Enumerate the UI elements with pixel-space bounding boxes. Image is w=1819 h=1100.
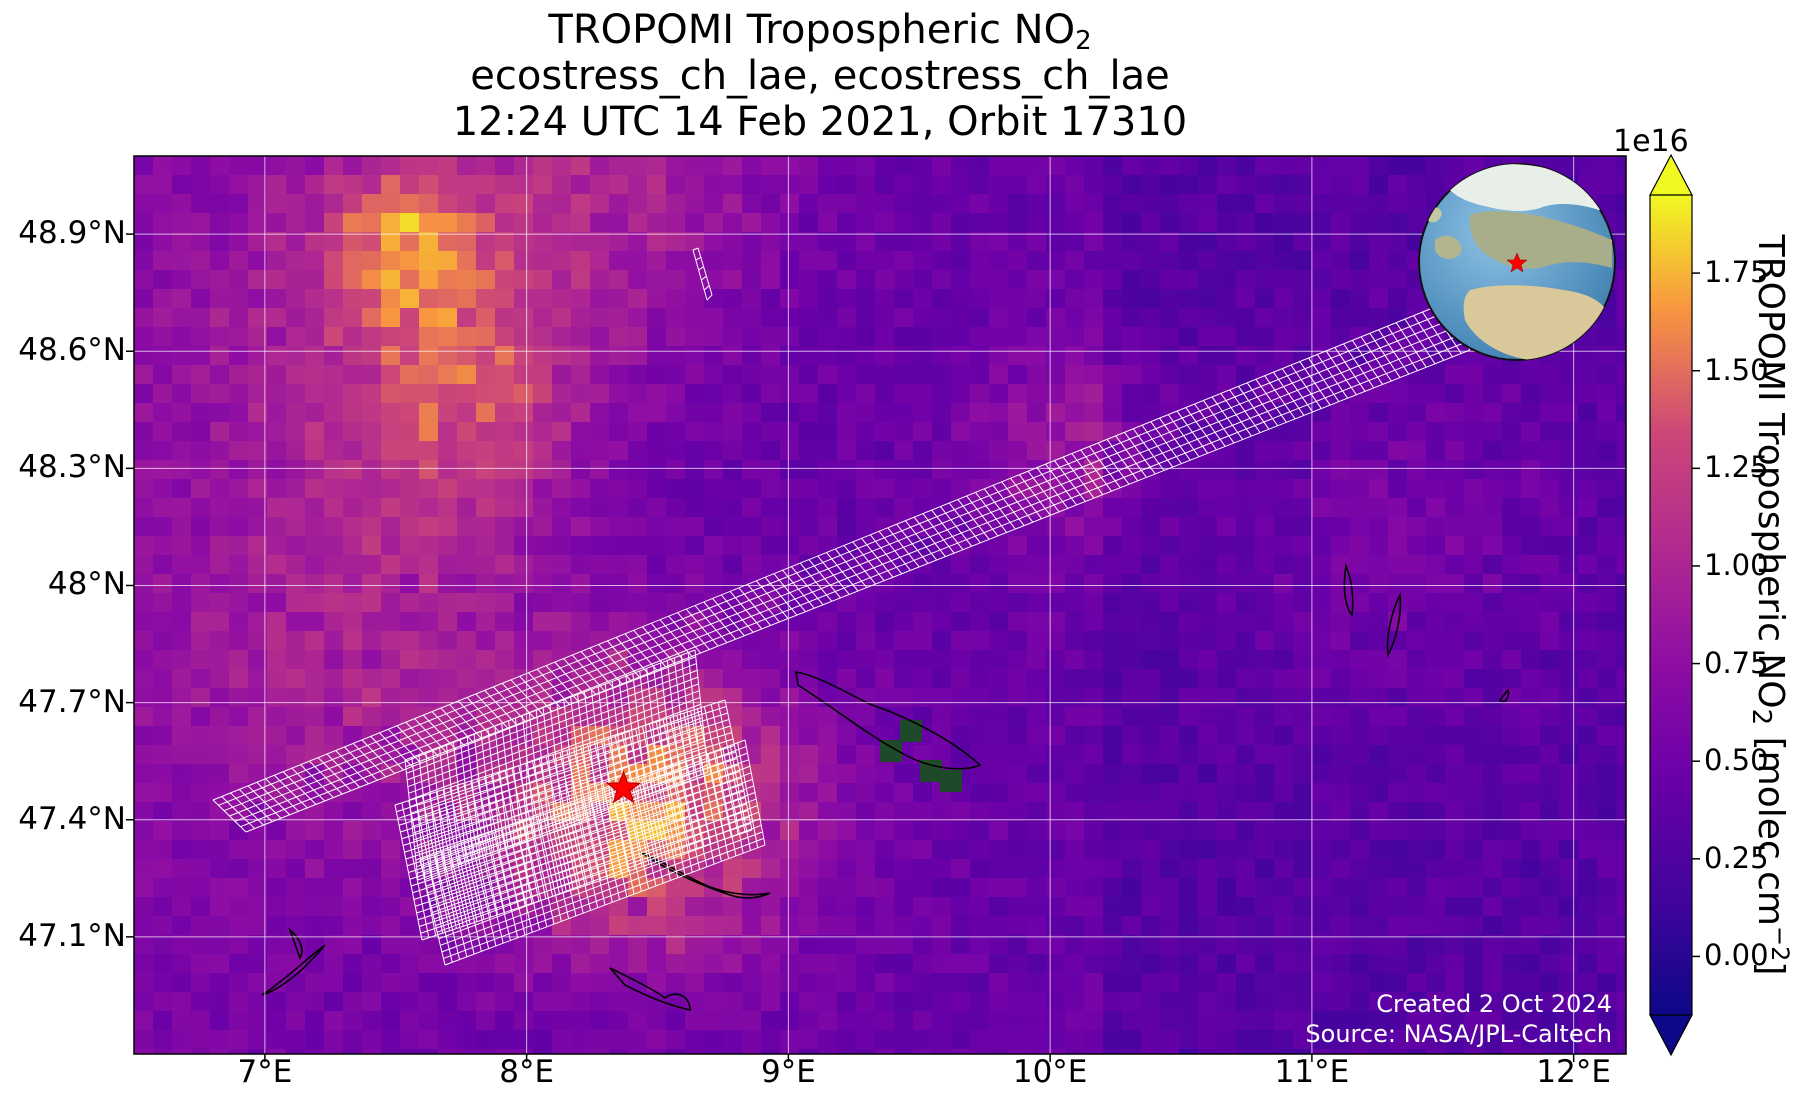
colorbar-tick-label: 1.25 <box>1704 450 1769 485</box>
lat-tick-label: 47.7°N <box>18 683 126 720</box>
inset-globe <box>1418 163 1616 361</box>
lon-tick-label: 12°E <box>1536 1054 1611 1090</box>
lat-tick-label: 48.6°N <box>18 332 126 369</box>
colorbar-tick-label: 1.50 <box>1704 352 1769 387</box>
lake-chiemsee <box>1498 688 1510 703</box>
lon-tick-label: 8°E <box>499 1054 555 1090</box>
lake-constance <box>795 671 982 770</box>
colorbar-extend-min <box>1649 1014 1693 1057</box>
lon-tick-label: 10°E <box>1012 1054 1088 1090</box>
colorbar-tick-label: 0.75 <box>1704 645 1769 680</box>
colorbar-tick-label: 0.25 <box>1704 840 1769 875</box>
lake-zurich <box>639 851 771 899</box>
colorbar-tick-label: 0.50 <box>1704 743 1769 778</box>
title-line-1: TROPOMI Tropospheric NO2 <box>548 7 1092 56</box>
lake-neuchatel <box>261 944 326 996</box>
lat-tick-label: 48.9°N <box>18 215 126 252</box>
lon-tick-label: 11°E <box>1274 1054 1350 1090</box>
lat-tick-label: 48.3°N <box>18 449 126 486</box>
lon-tick-label: 7°E <box>237 1054 293 1090</box>
map-gridlines <box>134 156 1626 1054</box>
colorbar-exponent: 1e16 <box>1613 124 1689 159</box>
map-frame <box>133 155 1627 1055</box>
no2-heatmap <box>134 156 1626 1054</box>
colorbar-tick-label: 0.00 <box>1704 938 1769 973</box>
colorbar-tick-marks <box>1692 272 1700 958</box>
colorbar-tick-label: 1.75 <box>1704 255 1769 290</box>
lat-tick-label: 47.1°N <box>18 917 126 954</box>
lon-tick-marks <box>264 1054 1575 1062</box>
lat-tick-label: 48°N <box>47 566 126 603</box>
lon-tick-label: 9°E <box>760 1054 816 1090</box>
lat-tick-marks <box>126 233 134 938</box>
lake-starnberg <box>1386 592 1402 658</box>
credit-created: Created 2 Oct 2024 <box>1376 990 1612 1018</box>
lake-outlines <box>261 563 1510 1011</box>
colorbar <box>1649 153 1700 1057</box>
colorbar-tick-label: 1.00 <box>1704 547 1769 582</box>
instrument-footprints <box>212 247 1471 966</box>
globe-site-star <box>1506 252 1528 273</box>
colorbar-extend-max <box>1649 153 1693 196</box>
title-line-2: ecostress_ch_lae, ecostress_ch_lae <box>470 53 1170 99</box>
credit-source: Source: NASA/JPL-Caltech <box>1305 1020 1612 1048</box>
lake-biel <box>288 927 303 960</box>
lat-tick-label: 47.4°N <box>18 800 126 837</box>
lake-lucerne <box>609 967 691 1011</box>
site-star-marker <box>605 770 641 804</box>
colorbar-title: TROPOMI Tropospheric NO2 [molec cm−2] <box>1746 234 1794 976</box>
title-line-3: 12:24 UTC 14 Feb 2021, Orbit 17310 <box>452 99 1188 145</box>
colorbar-gradient <box>1650 195 1692 1015</box>
